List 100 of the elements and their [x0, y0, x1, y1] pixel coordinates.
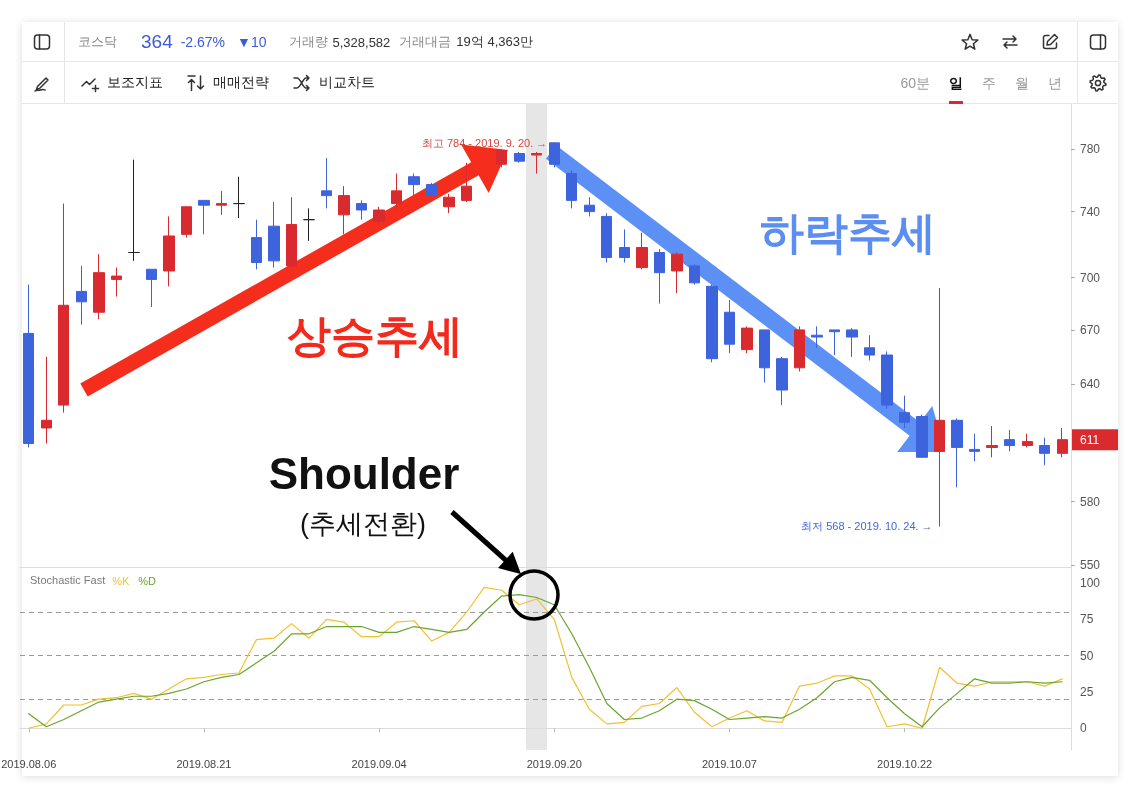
annotation: Shoulder: [268, 449, 460, 498]
x-tick-label: 2019.09.20: [526, 757, 582, 770]
candlestick: [1039, 437, 1050, 466]
text: 일: [949, 74, 963, 93]
candlestick: [741, 325, 753, 354]
candlestick: [846, 327, 858, 358]
candlestick: [776, 356, 788, 406]
annotation: (추세전환): [300, 508, 426, 539]
candlestick: [916, 414, 928, 458]
candlestick: [216, 190, 227, 216]
candlestick: [128, 159, 140, 262]
y-tick-label: 780: [1080, 141, 1101, 156]
y-tick-label: 640: [1080, 377, 1101, 392]
x-tick-label: 2019.08.21: [176, 757, 232, 770]
text: 보조지표: [107, 74, 163, 92]
candlestick: [514, 151, 525, 164]
x-tick-label: 2019.08.06: [1, 757, 57, 770]
text: 거래량: [288, 33, 328, 51]
candlestick: [636, 232, 648, 270]
text: 60분: [900, 74, 930, 93]
candlestick: [951, 417, 963, 488]
text: 비교차트: [319, 74, 375, 92]
candlestick: [566, 169, 577, 209]
text: 611: [1080, 432, 1100, 447]
candlestick: [426, 182, 437, 200]
annotation: 최저 568 - 2019. 10. 24. →: [801, 520, 933, 533]
y-tick-label: 670: [1080, 322, 1101, 337]
y-tick-label: 0: [1080, 721, 1087, 736]
candlestick: [689, 263, 700, 286]
candlestick: [443, 193, 455, 214]
text: %K: [112, 575, 130, 587]
annotation: 상승추세: [287, 311, 463, 360]
candlestick: [654, 248, 665, 305]
candlestick: [93, 253, 105, 320]
candlestick: [268, 201, 280, 269]
candlestick: [881, 350, 893, 410]
candlestick: [338, 185, 350, 235]
candlestick: [899, 395, 910, 429]
candlestick: [934, 287, 945, 527]
y-tick-label: 580: [1080, 494, 1101, 509]
x-tick-label: 2019.10.22: [877, 757, 933, 770]
candlestick: [969, 433, 980, 462]
candlestick: [286, 196, 297, 269]
candlestick: [391, 173, 402, 211]
candlestick: [146, 268, 157, 308]
text: -2.67%: [180, 34, 226, 50]
text: ▼10: [237, 34, 267, 50]
candlestick: [321, 157, 332, 209]
text: 주: [982, 74, 996, 93]
candlestick: [759, 329, 770, 384]
text: 매매전략: [213, 74, 269, 92]
candlestick: [724, 299, 735, 354]
candlestick: [811, 325, 823, 349]
x-tick-label: 2019.10.07: [701, 757, 757, 770]
candlestick: [549, 142, 560, 168]
candlestick: [198, 199, 210, 235]
y-tick-label: 550: [1080, 557, 1101, 572]
text: 364: [141, 31, 173, 53]
candlestick: [601, 212, 612, 264]
candlestick: [584, 196, 595, 217]
candlestick: [76, 265, 87, 326]
candlestick: [181, 206, 192, 239]
candlestick: [496, 148, 507, 168]
text: 년: [1048, 74, 1062, 93]
candlestick: [864, 334, 875, 361]
candlestick: [461, 162, 472, 203]
x-tick-label: 2019.09.04: [351, 757, 407, 770]
candlestick: [986, 425, 998, 458]
text: 19억 4,363만: [456, 33, 533, 51]
y-tick-label: 700: [1080, 270, 1101, 285]
candlestick: [233, 176, 245, 219]
candlestick: [1004, 429, 1015, 452]
text: 월: [1015, 74, 1029, 93]
annotation: 최고 784 - 2019. 9. 20. →: [421, 136, 548, 149]
candlestick: [111, 267, 122, 298]
y-tick-label: 50: [1080, 648, 1094, 663]
text: 코스닥: [78, 33, 117, 51]
candlestick: [531, 151, 542, 175]
candlestick: [1022, 433, 1033, 448]
candlestick: [706, 284, 718, 363]
candlestick: [829, 329, 840, 356]
candlestick: [408, 173, 420, 203]
text: %D: [138, 575, 157, 587]
candlestick: [1057, 427, 1068, 458]
candlestick: [163, 215, 175, 287]
text: Stochastic Fast: [30, 573, 106, 586]
candlestick: [58, 203, 69, 414]
candlestick: [671, 252, 683, 294]
candlestick: [23, 284, 34, 448]
y-tick-label: 25: [1080, 684, 1094, 699]
candlestick: [303, 207, 315, 242]
candlestick: [373, 206, 385, 226]
candlestick: [619, 228, 630, 264]
candlestick: [794, 325, 805, 372]
y-tick-label: 100: [1080, 575, 1101, 590]
y-tick-label: 75: [1080, 612, 1094, 627]
y-tick-label: 740: [1080, 204, 1101, 219]
text: 5,328,582: [332, 34, 391, 50]
annotation: 하락추세: [760, 208, 936, 257]
text: 거래대금: [399, 33, 452, 51]
